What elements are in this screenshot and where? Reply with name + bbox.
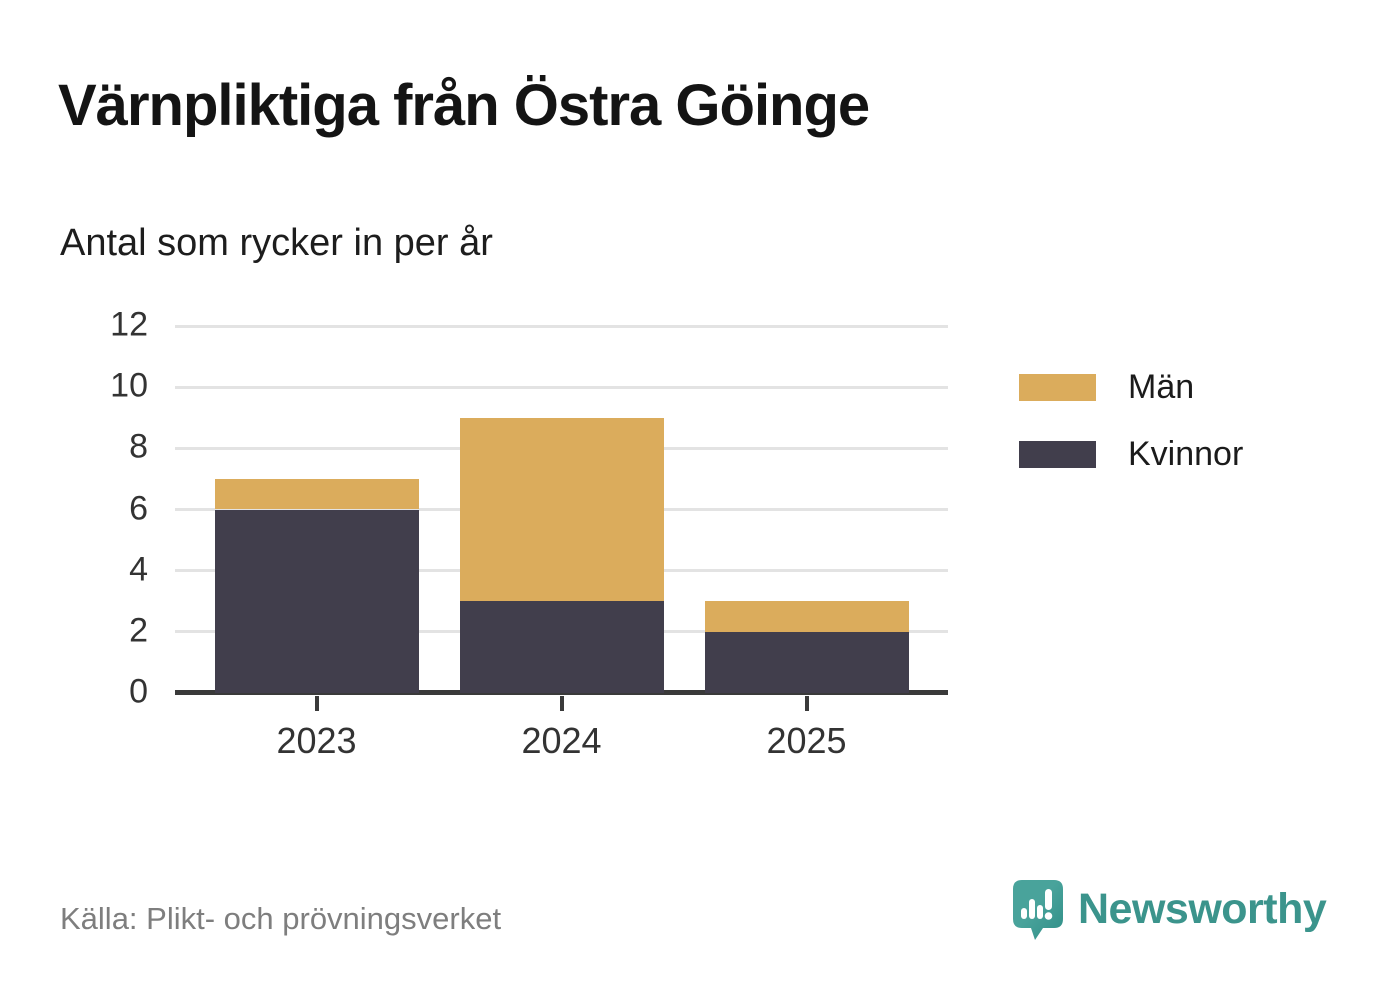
x-tick-label-2024: 2024 xyxy=(521,720,602,761)
x-tick-mark-2023 xyxy=(314,696,319,711)
chart-subtitle: Antal som rycker in per år xyxy=(60,222,493,264)
legend-item-men: Män xyxy=(1019,368,1243,407)
source-note: Källa: Plikt- och prövningsverket xyxy=(60,901,502,936)
bar-chart-plot-area: 2023 2024 2025 xyxy=(175,324,948,761)
bar-segment-kvinnor-2024 xyxy=(459,601,664,693)
newsworthy-logo: Newsworthy xyxy=(1012,879,1327,946)
legend-swatch-men xyxy=(1019,374,1096,401)
y-tick-label-0: 0 xyxy=(129,672,148,711)
x-tick-mark-2024 xyxy=(559,696,564,711)
legend-swatch-women xyxy=(1019,441,1096,468)
y-tick-label-6: 6 xyxy=(129,489,148,528)
gridline-y10 xyxy=(175,385,948,389)
legend-item-women: Kvinnor xyxy=(1019,435,1243,474)
newsworthy-wordmark: Newsworthy xyxy=(1078,885,1327,933)
legend-label-men: Män xyxy=(1128,368,1195,406)
legend-label-women: Kvinnor xyxy=(1128,435,1244,473)
y-tick-label-4: 4 xyxy=(129,550,148,589)
y-tick-label-8: 8 xyxy=(129,428,148,467)
gridline-y12 xyxy=(175,324,948,328)
x-tick-label-2023: 2023 xyxy=(276,720,357,761)
page-title: Värnpliktiga från Östra Göinge xyxy=(58,73,870,138)
bar-segment-kvinnor-2023 xyxy=(214,509,419,693)
x-tick-label-2025: 2025 xyxy=(766,720,847,761)
bar-segment-män-2025 xyxy=(704,601,909,632)
bar-segment-män-2024 xyxy=(459,417,664,602)
y-axis-labels: 0 2 4 6 8 10 12 xyxy=(0,306,148,711)
newsworthy-speech-bubble-icon xyxy=(1012,879,1064,946)
y-tick-label-12: 12 xyxy=(110,305,148,344)
bar-segment-män-2023 xyxy=(214,478,419,510)
y-tick-label-10: 10 xyxy=(110,366,148,405)
bar-segment-kvinnor-2025 xyxy=(704,631,909,693)
x-tick-mark-2025 xyxy=(804,696,809,711)
y-tick-label-2: 2 xyxy=(129,611,148,650)
chart-legend: Män Kvinnor xyxy=(1019,368,1243,502)
